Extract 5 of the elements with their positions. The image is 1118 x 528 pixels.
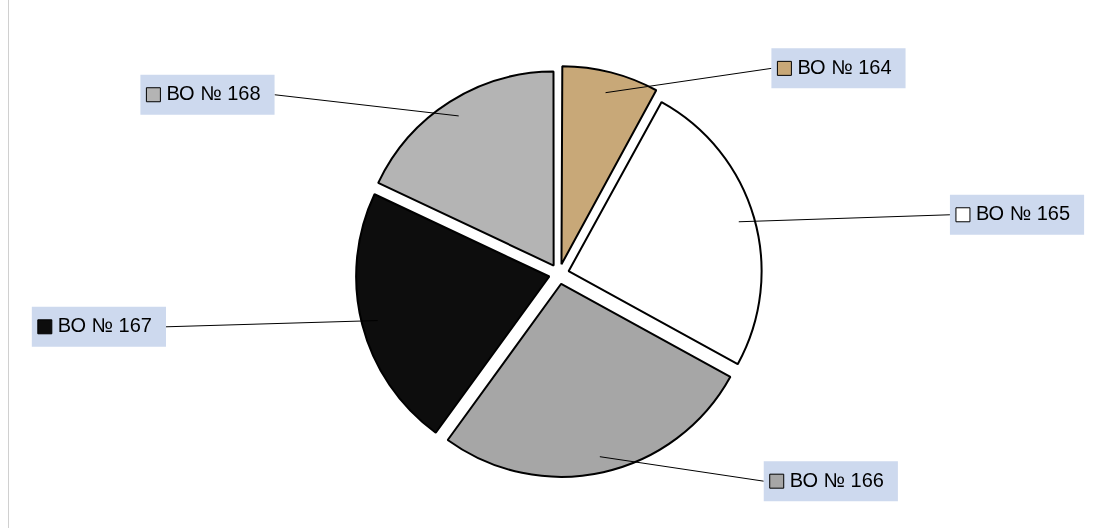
legend-label: ВО № 165 xyxy=(975,202,1071,225)
legend-label: ВО № 164 xyxy=(797,55,892,78)
legend-label: ВО № 168 xyxy=(166,82,261,105)
legend-label: ВО № 167 xyxy=(57,314,152,337)
legend-label: ВО № 166 xyxy=(789,468,884,491)
